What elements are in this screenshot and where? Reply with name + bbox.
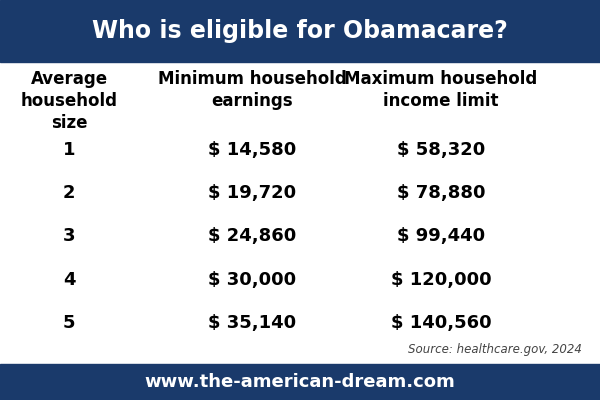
Text: Who is eligible for Obamacare?: Who is eligible for Obamacare? — [92, 19, 508, 43]
Text: $ 120,000: $ 120,000 — [391, 271, 491, 289]
Text: 1: 1 — [63, 141, 75, 159]
Text: Average
household
size: Average household size — [20, 70, 118, 132]
Text: Minimum household
earnings: Minimum household earnings — [158, 70, 346, 110]
Text: www.the-american-dream.com: www.the-american-dream.com — [145, 373, 455, 391]
Text: 3: 3 — [63, 227, 75, 245]
Text: Source: healthcare.gov, 2024: Source: healthcare.gov, 2024 — [408, 343, 582, 356]
Text: $ 14,580: $ 14,580 — [208, 141, 296, 159]
Text: 2: 2 — [63, 184, 75, 202]
Text: Maximum household
income limit: Maximum household income limit — [344, 70, 538, 110]
Text: 4: 4 — [63, 271, 75, 289]
Text: 5: 5 — [63, 314, 75, 332]
Text: $ 30,000: $ 30,000 — [208, 271, 296, 289]
Text: $ 99,440: $ 99,440 — [397, 227, 485, 245]
Text: $ 78,880: $ 78,880 — [397, 184, 485, 202]
Bar — [0, 0, 600, 62]
Text: $ 140,560: $ 140,560 — [391, 314, 491, 332]
Text: $ 35,140: $ 35,140 — [208, 314, 296, 332]
Bar — [0, 364, 600, 400]
Text: $ 24,860: $ 24,860 — [208, 227, 296, 245]
Text: $ 58,320: $ 58,320 — [397, 141, 485, 159]
Text: $ 19,720: $ 19,720 — [208, 184, 296, 202]
